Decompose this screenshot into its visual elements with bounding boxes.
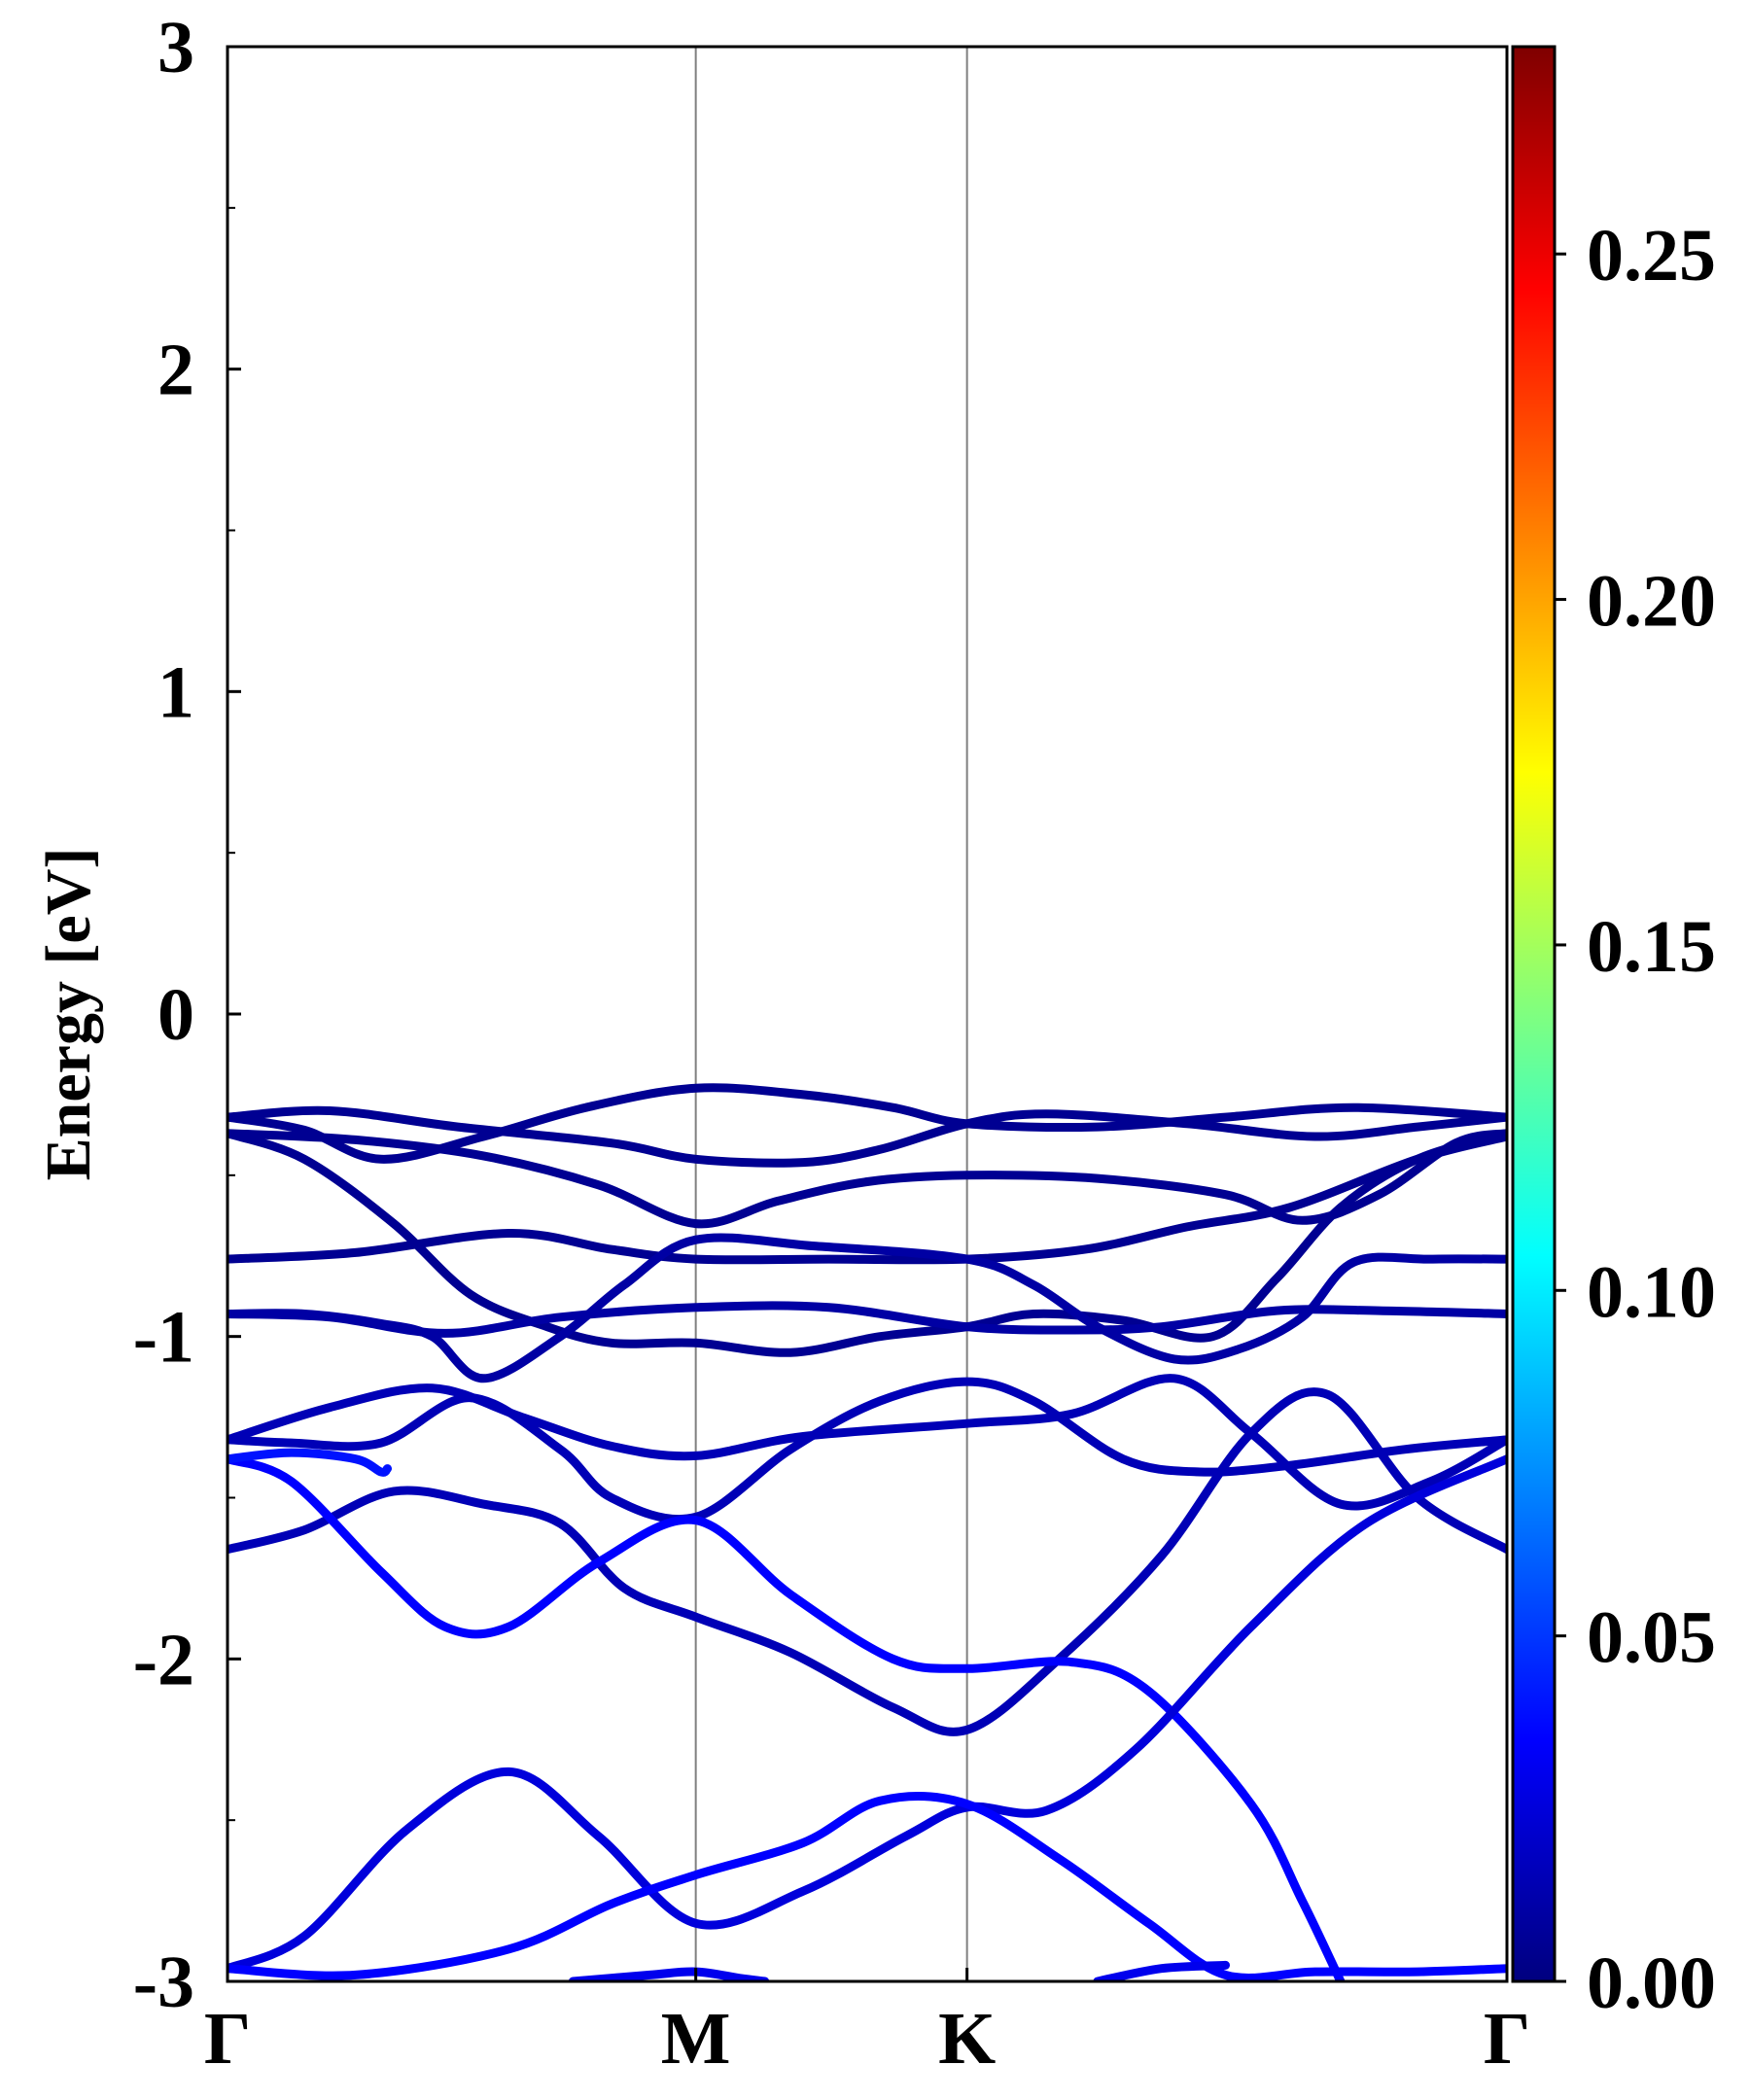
y-axis: 3 2 1 0 -1 -2 -3 bbox=[133, 7, 241, 2023]
band-line bbox=[228, 1129, 1507, 1229]
band-line bbox=[228, 1105, 1507, 1168]
k-point-label: Γ bbox=[1484, 1998, 1530, 2080]
colorbar-tick-label: 0.10 bbox=[1587, 1251, 1716, 1333]
k-point-label: M bbox=[661, 1998, 731, 2080]
k-point-label: K bbox=[938, 1998, 996, 2080]
y-axis-label: Energy [eV] bbox=[33, 848, 104, 1181]
band-line bbox=[228, 1377, 1507, 1524]
band-line bbox=[228, 1387, 1507, 1736]
y-tick-label: -2 bbox=[133, 1619, 194, 1700]
colorbar-tick-label: 0.25 bbox=[1587, 215, 1716, 297]
band-line bbox=[1093, 1960, 1230, 1981]
y-tick-label: 1 bbox=[158, 651, 194, 733]
band-line bbox=[228, 1083, 1507, 1164]
high-symmetry-lines bbox=[694, 47, 968, 1981]
band-line bbox=[228, 1792, 1507, 1981]
y-tick-label: 3 bbox=[158, 7, 194, 88]
y-tick-label: -3 bbox=[133, 1942, 194, 2023]
band-line bbox=[228, 1129, 1507, 1357]
colorbar-tick-label: 0.15 bbox=[1587, 906, 1716, 988]
k-point-label: Γ bbox=[204, 1998, 251, 2080]
band-line bbox=[228, 1454, 1346, 1981]
y-tick-label: -1 bbox=[133, 1297, 194, 1379]
colorbar-tick-label: 0.20 bbox=[1587, 561, 1716, 643]
colorbar-tick-label: 0.05 bbox=[1587, 1597, 1716, 1679]
colorbar-axis: 0.00 0.05 0.10 0.15 0.20 0.25 bbox=[1555, 215, 1716, 2024]
band-line bbox=[228, 1301, 1507, 1338]
band-line bbox=[228, 1448, 392, 1477]
y-tick-label: 0 bbox=[158, 974, 194, 1056]
y-tick-label: 2 bbox=[158, 330, 194, 411]
band-line bbox=[228, 1132, 1507, 1265]
colorbar bbox=[1511, 45, 1557, 1983]
colorbar-tick-label: 0.00 bbox=[1587, 1942, 1716, 2024]
band-lines bbox=[228, 1083, 1507, 1981]
band-line bbox=[228, 1374, 1507, 1511]
band-line bbox=[228, 1454, 1507, 1974]
band-line bbox=[568, 1967, 770, 1981]
